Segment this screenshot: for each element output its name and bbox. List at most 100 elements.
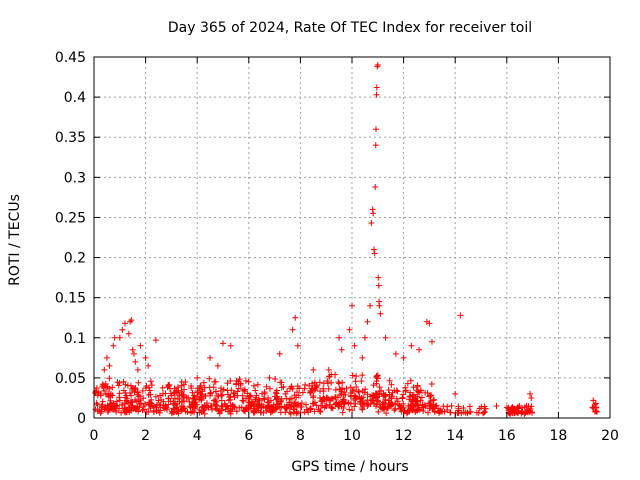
data-point (274, 393, 281, 400)
x-tick-label: 20 (601, 428, 619, 444)
data-point (273, 387, 280, 394)
data-point (414, 382, 421, 389)
data-point (325, 385, 332, 392)
data-point (146, 401, 153, 408)
data-point (441, 408, 448, 415)
data-point (374, 375, 381, 382)
data-point (178, 388, 185, 395)
data-point (428, 392, 435, 399)
data-point (106, 375, 113, 382)
data-point (353, 384, 360, 391)
data-point (230, 390, 237, 397)
data-point (509, 405, 516, 412)
data-point (201, 404, 208, 411)
data-point (309, 400, 316, 407)
data-point (297, 403, 304, 410)
data-point (295, 392, 302, 399)
data-point (214, 402, 221, 409)
data-point (447, 409, 454, 416)
data-point (346, 326, 353, 333)
data-point (126, 404, 133, 411)
data-point (355, 388, 362, 395)
data-point (351, 403, 358, 410)
data-point (99, 381, 106, 388)
data-point (134, 366, 141, 373)
data-point (521, 404, 528, 411)
data-point (188, 382, 195, 389)
data-point (260, 395, 267, 402)
data-point (237, 381, 244, 388)
data-point (145, 362, 152, 369)
data-point (358, 395, 365, 402)
data-point (505, 404, 512, 411)
data-point (376, 384, 383, 391)
data-point (251, 409, 258, 416)
data-point (221, 401, 228, 408)
data-point (209, 406, 216, 413)
data-point (139, 387, 146, 394)
data-point (235, 378, 242, 385)
data-point (428, 380, 435, 387)
data-point (183, 394, 190, 401)
data-point (320, 380, 327, 387)
data-point (407, 404, 414, 411)
data-point (231, 390, 238, 397)
data-point (431, 409, 438, 416)
data-point (206, 375, 213, 382)
data-point (105, 405, 112, 412)
data-point (528, 394, 535, 401)
data-point (134, 403, 141, 410)
data-point (407, 393, 414, 400)
data-point (288, 402, 295, 409)
x-tick-label: 4 (193, 428, 202, 444)
data-point (194, 374, 201, 381)
data-point (94, 407, 101, 414)
data-point (457, 312, 464, 319)
data-point (317, 408, 324, 415)
data-point (400, 391, 407, 398)
data-point (206, 384, 213, 391)
data-point (359, 372, 366, 379)
data-point (174, 384, 181, 391)
data-point (214, 362, 221, 369)
data-point (224, 387, 231, 394)
data-point (159, 384, 166, 391)
data-point (101, 406, 108, 413)
data-point (265, 402, 272, 409)
data-point (414, 398, 421, 405)
data-point (399, 395, 406, 402)
data-point (227, 402, 234, 409)
data-point (224, 380, 231, 387)
data-point (292, 399, 299, 406)
data-point (198, 397, 205, 404)
data-point (408, 342, 415, 349)
data-point (323, 394, 330, 401)
data-point (418, 394, 425, 401)
data-point (482, 405, 489, 412)
data-point (100, 384, 107, 391)
data-point (250, 382, 257, 389)
data-point (187, 409, 194, 416)
data-point (129, 385, 136, 392)
data-point (266, 374, 273, 381)
data-point (448, 402, 455, 409)
data-point (140, 395, 147, 402)
data-point (157, 392, 164, 399)
data-point (320, 385, 327, 392)
data-point (138, 400, 145, 407)
data-point (389, 389, 396, 396)
data-point (334, 402, 341, 409)
data-point (132, 358, 139, 365)
data-point (197, 382, 204, 389)
data-point (120, 378, 127, 385)
y-tick-label: 0.45 (55, 50, 86, 66)
data-point (309, 385, 316, 392)
data-point (142, 354, 149, 361)
x-tick-label: 6 (244, 428, 253, 444)
data-point (332, 394, 339, 401)
data-point (282, 405, 289, 412)
data-point (122, 389, 129, 396)
data-point (103, 354, 110, 361)
data-point (436, 409, 443, 416)
data-point (267, 397, 274, 404)
